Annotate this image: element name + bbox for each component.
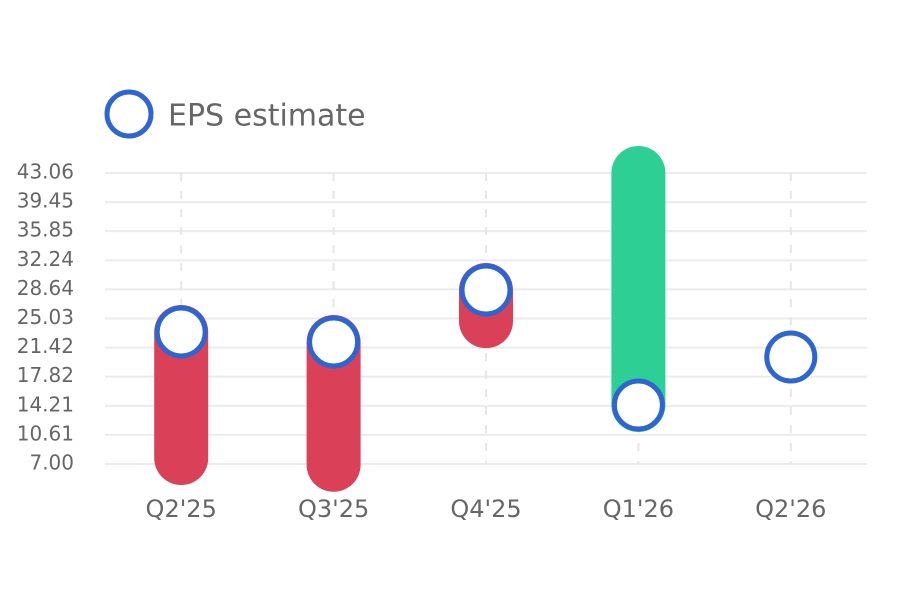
y-tick-label: 39.45: [17, 189, 74, 213]
estimate-marker: [459, 263, 513, 317]
estimate-marker: [307, 315, 361, 369]
x-tick-label: Q2'26: [755, 495, 826, 523]
legend-marker: [104, 89, 154, 139]
y-tick-label: 14.21: [17, 392, 74, 416]
estimate-marker: [611, 378, 665, 432]
estimate-marker: [764, 330, 818, 384]
y-tick-label: 7.00: [29, 451, 74, 475]
y-tick-label: 10.61: [17, 421, 74, 445]
y-tick-label: 25.03: [17, 305, 74, 329]
y-tick-label: 17.82: [17, 363, 74, 387]
y-tick-label: 28.64: [17, 276, 74, 300]
estimate-marker: [154, 305, 208, 359]
y-tick-label: 21.42: [17, 334, 74, 358]
y-tick-label: 35.85: [17, 218, 74, 242]
y-tick-label: 32.24: [17, 247, 74, 271]
x-tick-label: Q3'25: [298, 495, 369, 523]
x-tick-label: Q1'26: [603, 495, 674, 523]
legend-label: EPS estimate: [168, 99, 366, 134]
y-tick-label: 43.06: [17, 160, 74, 184]
x-tick-label: Q2'25: [146, 495, 217, 523]
x-tick-label: Q4'25: [450, 495, 521, 523]
